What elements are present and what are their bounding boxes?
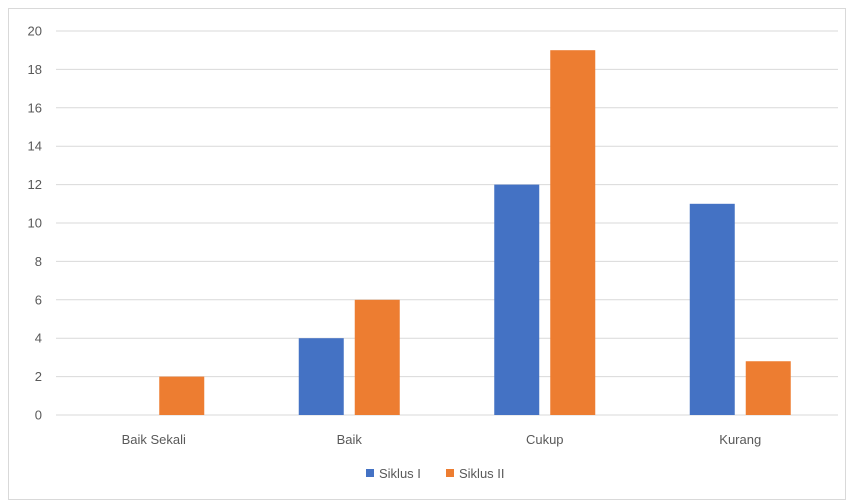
y-tick-label: 10 — [28, 216, 42, 231]
bars — [159, 50, 791, 415]
legend-label: Siklus I — [379, 466, 421, 481]
bar-cukup-series-1 — [494, 184, 540, 415]
x-category-label: Cukup — [526, 432, 564, 447]
x-category-label: Baik Sekali — [122, 432, 186, 447]
y-tick-label: 6 — [35, 292, 42, 307]
y-tick-label: 2 — [35, 369, 42, 384]
bar-baik-series-2 — [354, 299, 400, 415]
legend-swatch — [446, 469, 454, 477]
x-axis-labels: Baik Sekali Baik Cukup Kurang — [122, 432, 762, 447]
y-tick-label: 12 — [28, 177, 42, 192]
y-tick-label: 20 — [28, 24, 42, 39]
x-category-label: Baik — [337, 432, 363, 447]
y-tick-label: 4 — [35, 331, 42, 346]
legend: Siklus I Siklus II — [366, 466, 505, 481]
bar-kurang-series-1 — [689, 203, 735, 415]
y-axis-ticks: 0 2 4 6 8 10 12 14 16 18 20 — [28, 24, 42, 423]
bar-baik-series-1 — [298, 338, 344, 415]
bar-baik-sekali-series-2 — [159, 376, 205, 415]
bar-kurang-series-2 — [745, 361, 791, 415]
y-tick-label: 0 — [35, 408, 42, 423]
y-tick-label: 14 — [28, 139, 42, 154]
bar-cukup-series-2 — [550, 50, 596, 415]
legend-label: Siklus II — [459, 466, 505, 481]
legend-swatch — [366, 469, 374, 477]
y-tick-label: 16 — [28, 100, 42, 115]
y-tick-label: 8 — [35, 254, 42, 269]
x-category-label: Kurang — [719, 432, 761, 447]
y-tick-label: 18 — [28, 62, 42, 77]
